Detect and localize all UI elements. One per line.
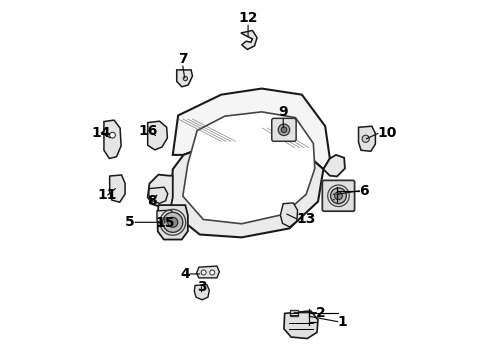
Polygon shape (148, 187, 167, 203)
Polygon shape (172, 89, 329, 169)
Text: 8: 8 (147, 194, 157, 208)
Polygon shape (104, 120, 121, 158)
Text: 1: 1 (337, 315, 347, 329)
Text: 15: 15 (155, 216, 174, 230)
Polygon shape (241, 31, 257, 49)
Circle shape (163, 212, 183, 232)
Text: 16: 16 (139, 123, 158, 138)
Polygon shape (157, 210, 174, 225)
Polygon shape (109, 175, 125, 202)
Text: 7: 7 (178, 52, 187, 66)
Circle shape (201, 270, 206, 275)
Polygon shape (147, 121, 167, 150)
Text: 3: 3 (196, 280, 206, 294)
Polygon shape (169, 137, 323, 237)
Circle shape (167, 217, 178, 227)
Circle shape (281, 127, 286, 133)
Text: 10: 10 (377, 126, 396, 140)
Text: 9: 9 (278, 105, 287, 119)
FancyBboxPatch shape (271, 118, 296, 141)
Polygon shape (196, 266, 219, 278)
Circle shape (109, 132, 115, 138)
Text: 12: 12 (238, 11, 257, 25)
Circle shape (362, 135, 368, 142)
Circle shape (330, 188, 346, 204)
Text: 13: 13 (296, 212, 315, 226)
Text: 11: 11 (98, 188, 117, 202)
Text: 14: 14 (91, 126, 111, 140)
Circle shape (334, 192, 342, 200)
Polygon shape (358, 126, 375, 151)
Polygon shape (194, 285, 209, 300)
Circle shape (209, 270, 214, 275)
Polygon shape (323, 155, 344, 176)
Text: 5: 5 (125, 215, 135, 229)
Polygon shape (280, 203, 297, 227)
Polygon shape (147, 175, 172, 209)
Polygon shape (176, 70, 192, 87)
Bar (289, 310, 298, 316)
Circle shape (278, 124, 289, 135)
Text: 4: 4 (180, 267, 190, 281)
Polygon shape (158, 205, 187, 239)
FancyBboxPatch shape (322, 180, 354, 211)
Text: 6: 6 (359, 184, 368, 198)
Polygon shape (284, 311, 317, 338)
Circle shape (183, 76, 187, 81)
Polygon shape (183, 112, 314, 224)
Text: 2: 2 (316, 306, 325, 320)
